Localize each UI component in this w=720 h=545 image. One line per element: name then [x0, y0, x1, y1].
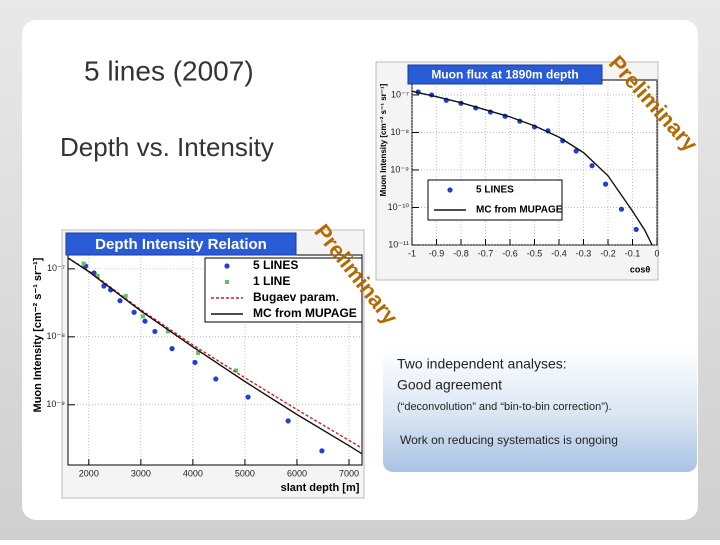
- point: [319, 448, 325, 454]
- chart: -1 -0.9 -0.8 -0.7 -0.6 -0.5 -0.4 -0.3 -0.2 -0.1 0 1…: [375, 61, 660, 281]
- y-tick-label: 10⁻¹¹: [388, 239, 409, 249]
- point: [117, 298, 123, 304]
- legend-label: 5 LINES: [253, 258, 298, 272]
- point: [192, 359, 198, 366]
- x-tick-label: -0.5: [527, 248, 543, 258]
- x-tick-label: -0.7: [478, 248, 494, 258]
- legend-label: MC from MUPAGE: [476, 205, 563, 216]
- legend-box: [204, 257, 363, 323]
- y-tick-label: 10⁻¹⁰: [388, 202, 410, 212]
- point: [196, 350, 201, 355]
- text-box: [383, 348, 697, 472]
- charts: 2000 3000 4000 5000 6000 7000 10⁻⁷ 10⁻⁸ 10⁻⁹ Dept…: [32, 61, 660, 499]
- box-line: Work on reducing systematics is ongoing: [400, 433, 618, 447]
- x-tick-label: 0: [654, 248, 659, 258]
- legend-label: 5 LINES: [476, 185, 514, 196]
- x-tick-label: -1: [408, 248, 416, 258]
- x-tick-label: 6000: [287, 468, 307, 478]
- point: [131, 309, 137, 315]
- x-tick-label: 7000: [339, 468, 359, 478]
- slide-subtitle: Depth vs. Intensity: [60, 132, 274, 162]
- chart: 2000 3000 4000 5000 6000 7000 10⁻⁷ 10⁻⁸ 10⁻⁹ Dept…: [32, 229, 365, 499]
- point: [152, 328, 158, 335]
- x-tick-label: -0.6: [502, 248, 518, 258]
- point: [142, 318, 148, 324]
- x-tick-label: 4000: [183, 468, 203, 478]
- y-tick-label: 10⁻⁹: [46, 399, 65, 409]
- point: [589, 163, 595, 169]
- box-line: (“deconvolution” and “bin-to-bin correct…: [397, 401, 612, 413]
- chart-title: Muon flux at 1890m depth: [431, 68, 578, 82]
- y-tick-label: 10⁻⁷: [47, 263, 65, 273]
- x-axis-label: cosθ: [630, 264, 651, 274]
- point: [602, 181, 609, 187]
- point: [140, 314, 145, 319]
- point: [165, 329, 170, 334]
- x-tick-label: -0.8: [453, 248, 469, 258]
- legend-label: MC from MUPAGE: [253, 306, 357, 320]
- y-tick-label: 10⁻⁸: [390, 127, 409, 137]
- point: [245, 394, 251, 400]
- y-axis-label: Muon Intensity [cm⁻² s⁻¹ sr⁻¹]: [32, 257, 44, 412]
- y-tick-label: 10⁻⁹: [390, 164, 409, 174]
- x-tick-label: 3000: [131, 468, 151, 478]
- x-tick-label: 5000: [235, 468, 255, 478]
- chart-title-box: [407, 64, 603, 85]
- point: [123, 293, 128, 298]
- x-tick-label: -0.3: [576, 248, 592, 258]
- point: [81, 261, 86, 266]
- point: [95, 273, 100, 278]
- point: [633, 226, 639, 233]
- y-axis-label: Muon Intensity [cm⁻² s⁻¹ sr⁻¹]: [379, 83, 388, 196]
- x-tick-label: 2000: [79, 468, 99, 478]
- point: [285, 418, 291, 424]
- x-tick-label: -0.1: [625, 248, 641, 258]
- point: [573, 148, 579, 154]
- box-line: Two independent analyses:: [397, 356, 567, 372]
- slide-title: 5 lines (2007): [84, 55, 254, 86]
- series-line: [67, 257, 363, 455]
- point: [169, 346, 175, 352]
- point: [618, 206, 625, 212]
- y-tick-label: 10⁻⁷: [391, 89, 409, 99]
- point: [234, 368, 239, 373]
- legend-label: Bugaev param.: [253, 290, 339, 304]
- x-tick-label: -0.2: [600, 248, 616, 258]
- x-tick-label: -0.4: [551, 248, 567, 258]
- legend-swatch: [224, 263, 230, 269]
- point: [213, 376, 219, 382]
- legend-swatch: [225, 280, 229, 284]
- y-tick-label: 10⁻⁸: [46, 331, 65, 341]
- box-line: Good agreement: [397, 377, 502, 393]
- legend-swatch: [447, 187, 453, 193]
- x-tick-label: -0.9: [429, 248, 445, 258]
- chart-title-box: [65, 232, 297, 256]
- x-axis-label: slant depth [m]: [281, 482, 360, 494]
- legend-box: [427, 179, 563, 221]
- legend-label: 1 LINE: [253, 274, 290, 288]
- series-line: [411, 90, 653, 246]
- chart-title: Depth Intensity Relation: [95, 236, 267, 253]
